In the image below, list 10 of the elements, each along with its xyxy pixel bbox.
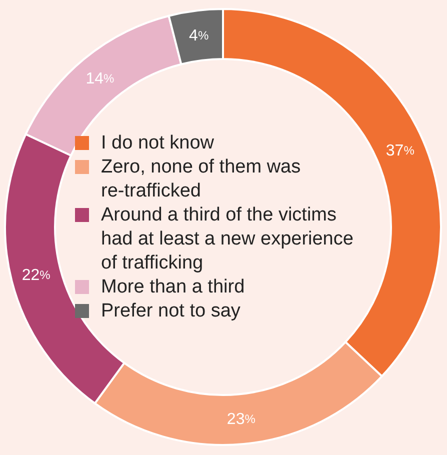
data-label: 37% [386,142,415,159]
data-label: 23% [226,410,256,428]
legend-label: Zero, none of them was re-trafficked [101,156,301,202]
legend-label: Around a third of the victims had at least a new experience of trafficking [101,204,354,274]
legend-label: Prefer not to say [101,300,241,322]
data-label: 14% [86,70,115,87]
data-label: 4% [189,27,209,44]
legend-label: I do not know [101,132,214,154]
legend-label: More than a third [101,276,245,298]
data-label: 22% [22,266,51,284]
